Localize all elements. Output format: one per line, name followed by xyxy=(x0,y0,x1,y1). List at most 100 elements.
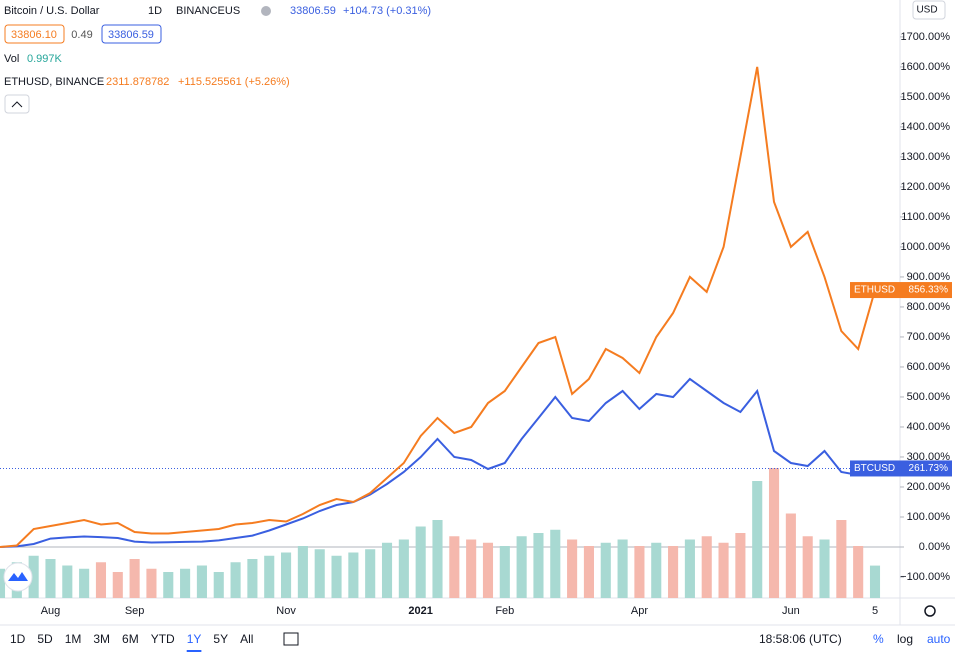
volume-bar xyxy=(668,546,679,598)
log-toggle[interactable]: log xyxy=(897,632,913,646)
currency-box[interactable] xyxy=(912,0,946,20)
clock: 18:58:06 (UTC) xyxy=(759,632,842,646)
last-value-badge xyxy=(850,282,952,299)
date-range-icon[interactable] xyxy=(283,632,299,646)
volume-bar xyxy=(230,562,241,598)
volume-bar xyxy=(129,559,140,598)
volume-bar xyxy=(869,565,881,598)
y-tick-label: 1200.00% xyxy=(900,181,950,193)
percent-toggle[interactable]: % xyxy=(873,632,884,646)
status-dot xyxy=(261,6,271,16)
volume-bar xyxy=(583,546,594,598)
y-tick-label: 1600.00% xyxy=(900,61,950,73)
settings-icon[interactable] xyxy=(924,605,936,617)
x-tick-label: Sep xyxy=(125,605,145,617)
y-tick-label: 600.00% xyxy=(907,361,951,373)
volume-bar xyxy=(264,555,275,598)
currency[interactable]: USD xyxy=(916,5,937,16)
volume-bar xyxy=(567,539,578,598)
volume-bar xyxy=(533,533,544,598)
y-tick-label: 1100.00% xyxy=(901,211,950,223)
volume-bar xyxy=(247,559,258,598)
range-button[interactable]: YTD xyxy=(151,632,175,646)
y-tick-label: 300.00% xyxy=(907,451,951,463)
ask[interactable]: 33806.59 xyxy=(108,29,154,41)
bid-box[interactable] xyxy=(4,24,65,44)
y-tick-label: 1300.00% xyxy=(900,151,950,163)
range-button[interactable]: 1Y xyxy=(187,632,202,646)
volume-bar xyxy=(45,559,56,598)
bid[interactable]: 33806.10 xyxy=(11,29,57,41)
volume-bar xyxy=(768,468,780,598)
y-tick-label: 1400.00% xyxy=(900,121,950,133)
series-line xyxy=(0,377,876,548)
volume-bar xyxy=(196,565,207,598)
logo[interactable] xyxy=(3,562,33,592)
volume-bar xyxy=(95,562,107,598)
collapse-button[interactable] xyxy=(4,94,30,114)
range-button[interactable]: 1D xyxy=(10,632,26,646)
y-tick-label: 900.00% xyxy=(907,271,951,283)
volume-bar xyxy=(634,546,645,598)
ask-box[interactable] xyxy=(101,24,162,44)
vol-label: Vol xyxy=(4,53,19,65)
y-tick-label: 500.00% xyxy=(907,391,951,403)
volume-bar xyxy=(550,529,561,598)
volume-bar xyxy=(701,536,712,598)
volume-bar xyxy=(112,572,123,598)
volume-bar xyxy=(482,542,494,598)
x-tick-label: 5 xyxy=(872,605,878,617)
volume-bar xyxy=(0,568,6,598)
y-tick-label: 0.00% xyxy=(919,541,950,553)
volume-bar xyxy=(785,513,796,598)
volume-bar xyxy=(735,533,746,598)
last-value-badge xyxy=(850,460,952,477)
volume-bar xyxy=(163,572,174,598)
range-button[interactable]: 1M xyxy=(65,632,82,646)
x-tick-label: Aug xyxy=(41,605,61,617)
volume-bar xyxy=(314,549,325,598)
last-value-label: 856.33% xyxy=(909,285,949,296)
volume-bar xyxy=(381,542,393,598)
y-tick-label: 800.00% xyxy=(907,301,951,313)
series-name: BTCUSD xyxy=(854,463,895,474)
volume-bar xyxy=(819,539,830,598)
volume-bar xyxy=(600,542,611,598)
volume-bar xyxy=(146,568,157,598)
volume-bar xyxy=(415,526,426,598)
volume-bar xyxy=(79,568,90,598)
volume-bar xyxy=(365,549,376,598)
x-tick-label: Feb xyxy=(495,605,514,617)
range-button[interactable]: All xyxy=(240,632,253,646)
volume-bar xyxy=(180,568,191,598)
range-button[interactable]: 6M xyxy=(122,632,139,646)
volume-bar xyxy=(718,542,729,598)
volume-bar xyxy=(28,555,39,598)
collapse-icon xyxy=(11,101,23,108)
compare-symbol: ETHUSD, BINANCE xyxy=(4,76,104,88)
volume-bar xyxy=(853,546,864,598)
volume-bar xyxy=(684,539,695,598)
x-tick-label: 2021 xyxy=(408,605,432,617)
change: +104.73 (+0.31%) xyxy=(343,5,431,17)
y-tick-label: 100.00% xyxy=(907,511,951,523)
range-button[interactable]: 5D xyxy=(37,632,53,646)
x-tick-label: Jun xyxy=(782,605,800,617)
volume-bar xyxy=(432,520,443,598)
volume-bar xyxy=(398,539,409,598)
volume-bar xyxy=(213,572,224,598)
auto-toggle[interactable]: auto xyxy=(927,632,951,646)
range-button[interactable]: 3M xyxy=(93,632,110,646)
plot-area xyxy=(0,66,900,598)
y-tick-label: 700.00% xyxy=(907,331,951,343)
x-tick-label: Nov xyxy=(276,605,296,617)
price: 33806.59 xyxy=(290,5,336,17)
series-line xyxy=(0,66,876,548)
volume-bar xyxy=(62,565,73,598)
range-button[interactable]: 5Y xyxy=(213,632,228,646)
interval: 1D xyxy=(148,5,162,17)
vol-value: 0.997K xyxy=(27,53,63,65)
volume-bar xyxy=(499,546,510,598)
last-value-label: 261.73% xyxy=(909,463,949,474)
